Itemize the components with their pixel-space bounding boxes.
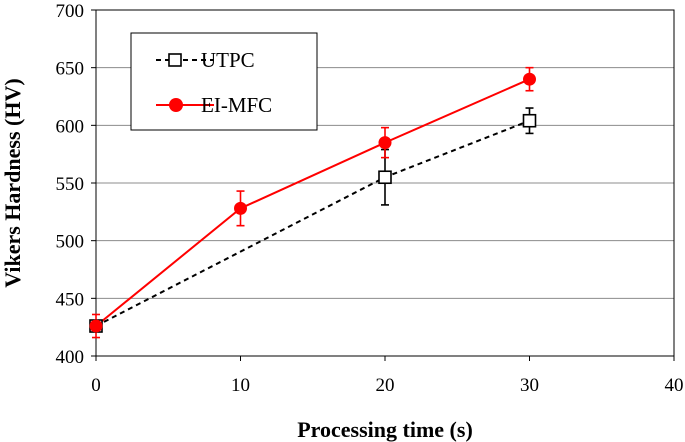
legend: UTPC EI-MFC (130, 32, 318, 131)
data-point-utpc-1 (378, 170, 392, 185)
y-tick-label-700: 700 (56, 1, 85, 22)
data-point-ei-mfc-3 (523, 72, 536, 86)
data-point-ei-mfc-0 (89, 319, 103, 333)
y-axis-label: Vikers Hardness (HV) (0, 78, 25, 287)
legend-eimfc-label: EI-MFC (201, 93, 272, 117)
series-line-utpc (95, 119, 530, 327)
y-tick-label-450: 450 (56, 289, 85, 310)
legend-utpc-label: UTPC (201, 48, 255, 72)
data-point-ei-mfc-1 (234, 201, 247, 215)
y-tick-label-400: 400 (56, 347, 85, 368)
legend-eimfc-marker (169, 98, 183, 112)
y-tick-label-550: 550 (56, 174, 85, 195)
y-tick-label-650: 650 (56, 59, 85, 80)
x-axis-label: Processing time (s) (297, 417, 473, 442)
x-tick-label-0: 0 (91, 375, 101, 396)
x-tick-label-20: 20 (376, 375, 395, 396)
x-tick-label-10: 10 (231, 375, 250, 396)
series-layer (89, 66, 537, 339)
data-point-ei-mfc-2 (378, 136, 392, 150)
legend-utpc-marker (168, 53, 182, 67)
series-line-ei-mfc (95, 78, 530, 327)
axis-ticks: 400 450 500 550 600 650 700 0 10 20 30 40 (56, 1, 684, 396)
data-point-utpc-2 (522, 113, 537, 128)
legend-box (130, 32, 318, 131)
x-tick-label-30: 30 (520, 375, 539, 396)
x-tick-label-40: 40 (665, 375, 684, 396)
y-tick-label-500: 500 (56, 232, 85, 253)
y-tick-label-600: 600 (56, 116, 85, 137)
